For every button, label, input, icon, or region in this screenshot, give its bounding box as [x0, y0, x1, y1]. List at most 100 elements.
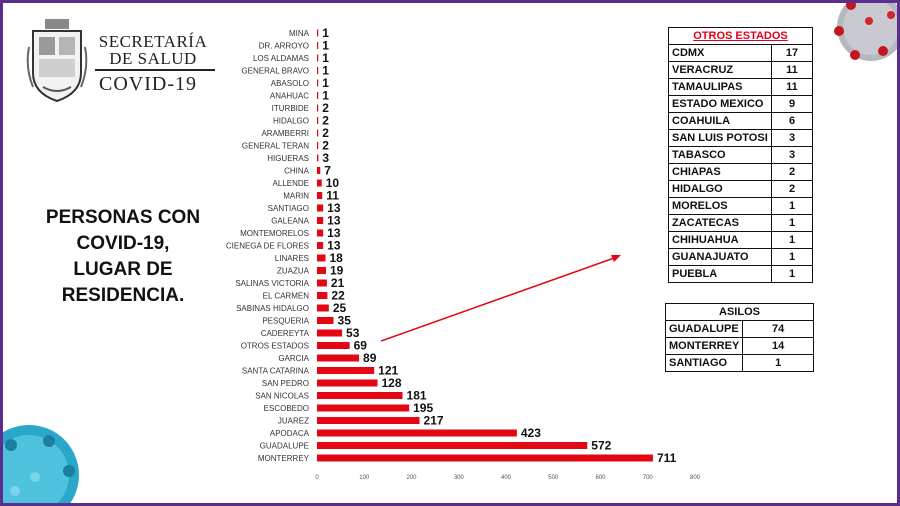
category-label: MONTERREY: [258, 454, 310, 463]
program-title: COVID-19: [99, 73, 197, 95]
bar: [317, 329, 343, 337]
category-label: ARAMBERRI: [261, 129, 309, 138]
bar: [317, 379, 378, 387]
bar: [317, 442, 588, 449]
virus-decoration-top-right: [834, 3, 897, 61]
otros-estados-row: TAMAULIPAS 11: [668, 78, 813, 96]
otros-estados-row-value: 6: [771, 112, 813, 130]
value-label: 13: [327, 239, 341, 253]
slide: SECRETARÍA DE SALUD COVID-19 PERSONAS CO…: [3, 3, 897, 503]
category-label: MINA: [289, 29, 310, 38]
otros-estados-row: COAHUILA 6: [668, 112, 813, 130]
otros-estados-row-value: 2: [771, 180, 813, 198]
category-label: SABINAS HIDALGO: [236, 304, 309, 313]
value-label: 13: [327, 226, 341, 240]
category-label: ESCOBEDO: [264, 404, 309, 413]
value-label: 423: [521, 426, 541, 440]
bar: [317, 129, 319, 137]
otros-estados-header-row: OTROS ESTADOS: [668, 27, 813, 45]
state-coat-of-arms-logo: [26, 19, 88, 103]
category-label: GARCIA: [278, 354, 309, 363]
bar: [317, 354, 360, 362]
value-label: 1: [322, 89, 329, 103]
category-label: ANAHUAC: [270, 92, 309, 101]
asilos-row-value: 74: [742, 320, 814, 338]
pointer-arrow-line: [380, 256, 618, 342]
otros-estados-table: OTROS ESTADOS CDMX 17 VERACRUZ 11 TAMAULIPAS…: [668, 27, 813, 283]
bar: [317, 79, 319, 87]
category-label: CADEREYTA: [261, 329, 310, 338]
bar: [317, 229, 324, 237]
bar: [317, 217, 324, 224]
otros-estados-row-value: 17: [771, 44, 813, 62]
x-tick-label: 800: [690, 475, 701, 481]
value-label: 1: [322, 51, 329, 65]
header-divider: [95, 69, 215, 71]
value-label: 181: [407, 389, 427, 403]
value-label: 11: [326, 189, 339, 203]
value-label: 217: [424, 414, 444, 428]
virus-decoration-bottom-left: [3, 425, 79, 503]
category-label: PESQUERIA: [262, 317, 309, 326]
value-label: 2: [322, 101, 329, 115]
otros-estados-title: OTROS ESTADOS: [668, 27, 813, 45]
value-label: 53: [346, 326, 360, 340]
caption-line3: LUGAR DE: [73, 259, 173, 280]
bar: [317, 429, 517, 437]
otros-estados-row-value: 1: [771, 248, 813, 266]
otros-estados-row-name: CHIHUAHUA: [668, 231, 772, 249]
asilos-row-value: 14: [742, 337, 814, 355]
otros-estados-row-name: TABASCO: [668, 146, 772, 164]
value-label: 572: [591, 439, 611, 453]
otros-estados-row: ZACATECAS 1: [668, 214, 813, 232]
x-axis-ticks: 0 100 200 300 400 500 600 700 800: [315, 475, 700, 481]
asilos-header-row: ASILOS: [665, 303, 814, 321]
value-label: 69: [354, 339, 368, 353]
asilos-row: SANTIAGO 1: [664, 354, 814, 372]
category-label: GALEANA: [271, 217, 309, 226]
otros-estados-row: PUEBLA 1: [668, 265, 813, 283]
value-label: 2: [322, 126, 329, 140]
asilos-row-name: GUADALUPE: [664, 320, 744, 338]
value-label: 711: [657, 451, 677, 465]
otros-estados-row-name: ESTADO MEXICO: [668, 95, 772, 113]
bar: [317, 392, 403, 399]
category-label: LOS ALDAMAS: [253, 54, 309, 63]
category-label: SANTA CATARINA: [242, 367, 310, 376]
bar: [317, 42, 319, 49]
value-label: 7: [324, 164, 331, 178]
otros-estados-row-value: 2: [771, 163, 813, 181]
bar: [317, 254, 326, 262]
category-label: GUADALUPE: [260, 442, 309, 451]
otros-estados-row-value: 11: [771, 78, 813, 96]
otros-estados-row-name: ZACATECAS: [668, 214, 772, 232]
asilos-row-name: SANTIAGO: [664, 354, 744, 372]
category-label: SAN NICOLAS: [255, 392, 309, 401]
asilos-table: ASILOS GUADALUPE 74 MONTERREY 14 SANTIAGO 1: [664, 303, 814, 372]
otros-estados-row: CDMX 17: [668, 44, 813, 62]
category-label: LINARES: [275, 254, 309, 263]
bar: [317, 267, 326, 274]
bar: [317, 304, 329, 312]
bar: [317, 179, 322, 187]
category-label: ALLENDE: [273, 179, 309, 188]
x-tick-label: 200: [406, 475, 417, 481]
otros-estados-row-value: 1: [771, 231, 813, 249]
bar: [317, 167, 321, 174]
value-label: 25: [333, 301, 347, 315]
bar: [317, 104, 319, 112]
otros-estados-row-name: VERACRUZ: [668, 61, 772, 79]
bar: [317, 92, 319, 99]
value-label: 1: [322, 64, 329, 78]
value-label: 1: [322, 76, 329, 90]
asilos-row: MONTERREY 14: [664, 337, 814, 355]
value-label: 13: [327, 201, 341, 215]
otros-estados-row: GUANAJUATO 1: [668, 248, 813, 266]
value-label: 22: [331, 289, 345, 303]
bar: [317, 242, 324, 249]
otros-estados-row-value: 1: [771, 265, 813, 283]
category-label: APODACA: [270, 429, 310, 438]
caption-line1: PERSONAS CON: [45, 207, 201, 228]
otros-estados-row-value: 3: [771, 146, 813, 164]
x-tick-label: 0: [315, 475, 319, 481]
